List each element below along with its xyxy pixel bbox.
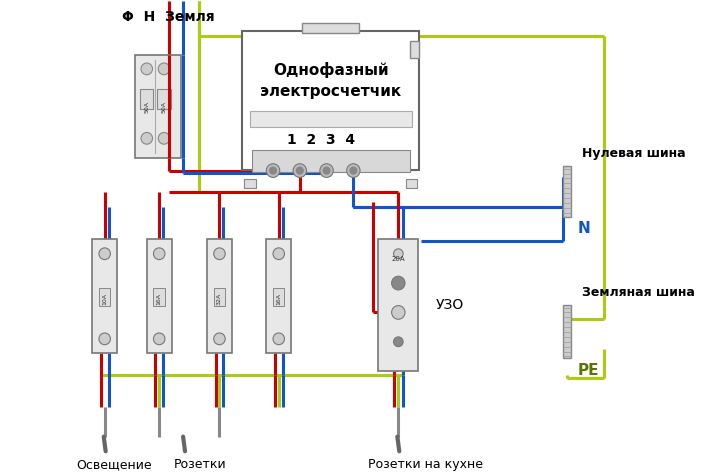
- Circle shape: [394, 249, 403, 259]
- Text: 32A: 32A: [217, 292, 222, 305]
- Text: 50A: 50A: [144, 101, 149, 113]
- Circle shape: [213, 248, 226, 260]
- Text: УЗО: УЗО: [435, 298, 464, 311]
- Text: 10A: 10A: [102, 293, 107, 305]
- Circle shape: [99, 248, 110, 260]
- Bar: [273, 288, 284, 306]
- Circle shape: [273, 248, 284, 260]
- FancyBboxPatch shape: [92, 239, 117, 354]
- Text: PE: PE: [577, 363, 599, 378]
- Text: Розетки на кухне: Розетки на кухне: [367, 458, 483, 471]
- Circle shape: [158, 63, 170, 75]
- Circle shape: [153, 248, 165, 260]
- Text: 16A: 16A: [276, 293, 281, 305]
- Bar: [410, 40, 420, 58]
- FancyBboxPatch shape: [266, 239, 291, 354]
- Bar: [301, 23, 359, 33]
- Bar: [140, 90, 153, 109]
- Text: Земляная шина: Земляная шина: [582, 286, 695, 300]
- Bar: [153, 288, 165, 306]
- Circle shape: [270, 167, 276, 174]
- Text: Однофазный: Однофазный: [273, 62, 389, 78]
- Bar: [99, 288, 110, 306]
- Circle shape: [158, 132, 170, 144]
- Bar: [563, 166, 571, 217]
- Text: Φ  Н  Земля: Φ Н Земля: [122, 10, 215, 24]
- Circle shape: [320, 164, 333, 177]
- Text: Освещение: Освещение: [77, 458, 152, 471]
- Circle shape: [213, 333, 226, 345]
- Bar: [250, 111, 412, 127]
- FancyBboxPatch shape: [135, 55, 181, 158]
- Circle shape: [392, 276, 405, 290]
- Circle shape: [266, 164, 280, 177]
- Circle shape: [293, 164, 306, 177]
- Circle shape: [141, 63, 153, 75]
- FancyBboxPatch shape: [378, 239, 418, 371]
- Circle shape: [153, 333, 165, 345]
- Bar: [213, 288, 226, 306]
- Bar: [406, 179, 417, 188]
- Text: 16A: 16A: [157, 293, 162, 305]
- Text: 1  2  3  4: 1 2 3 4: [287, 133, 355, 147]
- Bar: [158, 90, 170, 109]
- Circle shape: [394, 337, 403, 346]
- Bar: [252, 150, 410, 172]
- Circle shape: [296, 167, 303, 174]
- Text: Розетки: Розетки: [174, 458, 227, 471]
- Circle shape: [347, 164, 360, 177]
- Bar: [563, 305, 571, 358]
- Circle shape: [323, 167, 330, 174]
- Text: 20A: 20A: [392, 255, 405, 262]
- Circle shape: [392, 306, 405, 319]
- Text: N: N: [577, 221, 590, 237]
- Circle shape: [99, 333, 110, 345]
- Text: 50A: 50A: [162, 101, 167, 113]
- FancyBboxPatch shape: [147, 239, 172, 354]
- FancyBboxPatch shape: [207, 239, 232, 354]
- Text: Нулевая шина: Нулевая шина: [582, 147, 686, 161]
- Circle shape: [141, 132, 153, 144]
- FancyBboxPatch shape: [243, 31, 420, 170]
- Text: электросчетчик: электросчетчик: [261, 84, 402, 99]
- Bar: [244, 179, 256, 188]
- Circle shape: [350, 167, 357, 174]
- Circle shape: [273, 333, 284, 345]
